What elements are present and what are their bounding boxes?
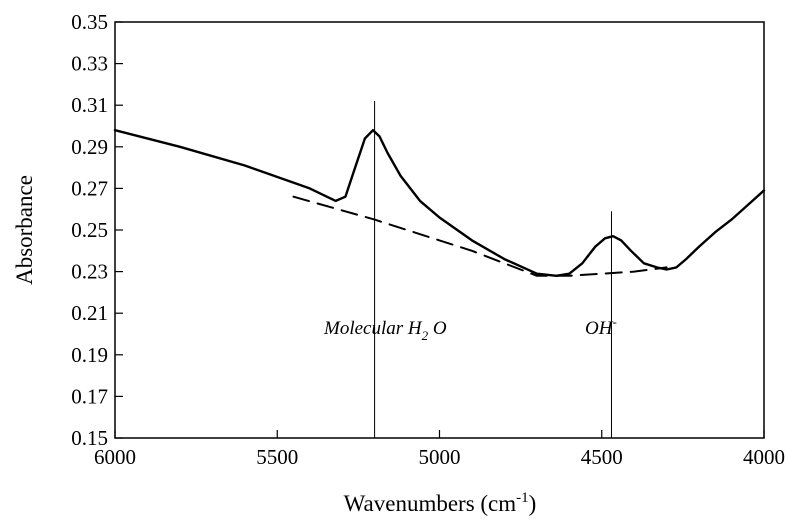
marker-label-water: Molecular H2 O (323, 318, 447, 343)
plot-frame (114, 21, 765, 439)
x-axis-title: Wavenumbers (cm-1) (344, 490, 537, 516)
y-tick-label: 0.17 (71, 384, 108, 408)
x-tick-label: 4000 (743, 445, 785, 469)
y-tick-label: 0.21 (71, 301, 108, 325)
marker-label-water-main: Molecular H (323, 318, 423, 339)
y-tick-label: 0.25 (71, 218, 108, 242)
marker-label-hydroxyl: OH- (585, 314, 617, 339)
x-axis-title-sup: -1 (516, 490, 529, 506)
markers-layer (374, 101, 612, 438)
spectrum-line (113, 129, 766, 277)
y-tick-label: 0.33 (71, 52, 108, 76)
y-tick-label: 0.31 (71, 93, 108, 117)
ticks-layer: 0.15 0.17 0.19 0.21 0.23 0.25 0.27 0.29 0.31 0.33… (71, 10, 785, 469)
y-axis-title: Absorbance (12, 175, 37, 285)
x-tick-label: 6000 (94, 445, 136, 469)
x-axis-title-main: Wavenumbers (cm (344, 491, 517, 516)
marker-label-water-sub: 2 (422, 328, 429, 343)
marker-label-water-end: O (428, 318, 447, 339)
marker-label-hydroxyl-main: OH (585, 318, 614, 339)
x-tick-label: 5500 (256, 445, 298, 469)
y-tick-label: 0.35 (71, 10, 108, 34)
y-tick-label: 0.19 (71, 343, 108, 367)
series-layer (113, 129, 766, 277)
x-tick-label: 4500 (581, 445, 623, 469)
x-tick-label: 5000 (419, 445, 461, 469)
y-tick-label: 0.23 (71, 260, 108, 284)
y-tick-label: 0.29 (71, 135, 108, 159)
x-axis-title-end: ) (529, 491, 537, 516)
y-tick-label: 0.15 (71, 426, 108, 450)
marker-label-hydroxyl-sup: - (612, 314, 616, 329)
baseline-dashed-line (292, 195, 668, 277)
y-tick-label: 0.27 (71, 176, 108, 200)
